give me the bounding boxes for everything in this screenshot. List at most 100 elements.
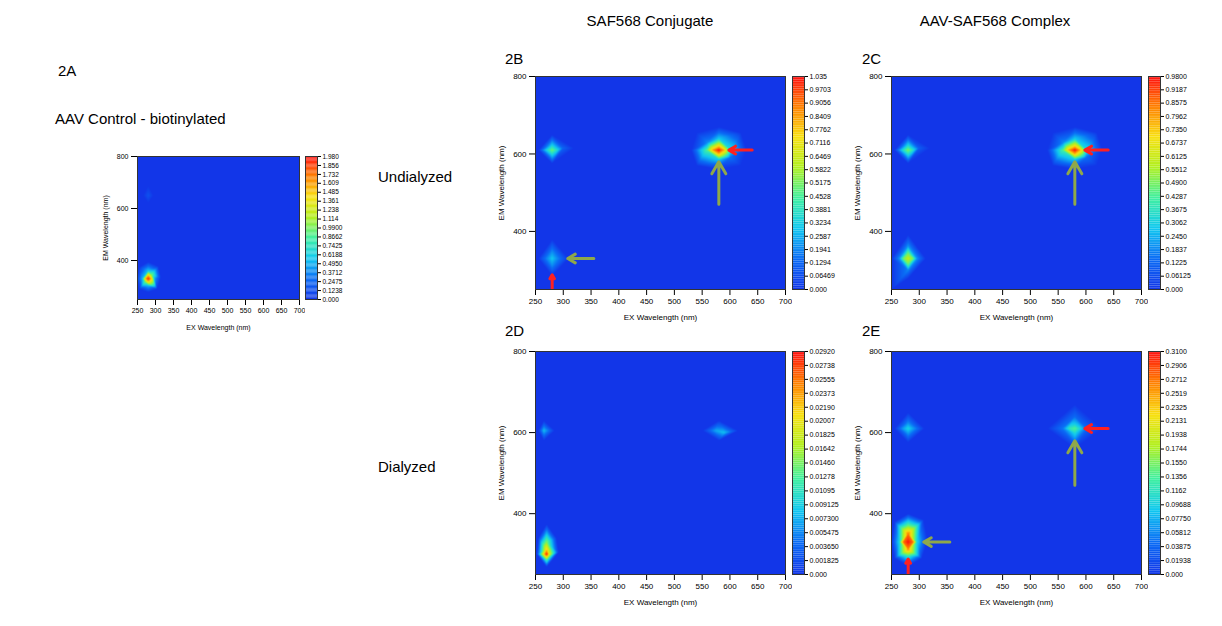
svg-text:0.2325: 0.2325 <box>1166 403 1188 410</box>
svg-text:0.2712: 0.2712 <box>1166 376 1188 383</box>
svg-text:0.06469: 0.06469 <box>810 272 835 279</box>
svg-text:EX Wavelength (nm): EX Wavelength (nm) <box>624 313 698 322</box>
svg-text:450: 450 <box>204 307 216 314</box>
svg-text:400: 400 <box>513 509 527 518</box>
svg-text:0.02190: 0.02190 <box>810 403 835 410</box>
svg-text:350: 350 <box>168 307 180 314</box>
svg-text:0.1550: 0.1550 <box>1166 459 1188 466</box>
svg-text:0.01278: 0.01278 <box>810 473 835 480</box>
svg-text:0.02373: 0.02373 <box>810 390 835 397</box>
svg-text:400: 400 <box>869 227 883 236</box>
svg-text:0.7425: 0.7425 <box>323 242 343 249</box>
svg-text:0.01938: 0.01938 <box>1166 557 1191 564</box>
svg-text:800: 800 <box>513 347 527 356</box>
svg-text:500: 500 <box>668 297 682 306</box>
svg-text:0.01095: 0.01095 <box>810 487 835 494</box>
svg-text:300: 300 <box>150 307 162 314</box>
svg-text:0.6188: 0.6188 <box>323 251 343 258</box>
svg-text:EM Wavelength (nm): EM Wavelength (nm) <box>853 145 862 220</box>
svg-text:800: 800 <box>513 72 527 81</box>
svg-text:650: 650 <box>751 297 765 306</box>
svg-text:250: 250 <box>529 297 543 306</box>
svg-text:0.05812: 0.05812 <box>1166 529 1191 536</box>
svg-text:450: 450 <box>996 297 1010 306</box>
svg-text:0.01825: 0.01825 <box>810 431 835 438</box>
svg-text:0.5512: 0.5512 <box>1166 166 1188 173</box>
svg-text:0.02738: 0.02738 <box>810 362 835 369</box>
svg-text:0.5822: 0.5822 <box>810 166 832 173</box>
svg-text:EX Wavelength (nm): EX Wavelength (nm) <box>980 598 1054 607</box>
svg-text:0.1294: 0.1294 <box>810 259 832 266</box>
svg-text:0.2906: 0.2906 <box>1166 362 1188 369</box>
svg-text:350: 350 <box>584 582 598 591</box>
svg-text:0.7762: 0.7762 <box>810 126 832 133</box>
svg-text:0.5175: 0.5175 <box>810 179 832 186</box>
svg-text:600: 600 <box>513 150 527 159</box>
svg-text:600: 600 <box>513 428 527 437</box>
svg-text:550: 550 <box>695 582 709 591</box>
svg-text:EM Wavelength (nm): EM Wavelength (nm) <box>497 425 506 500</box>
svg-text:0.06125: 0.06125 <box>1166 272 1191 279</box>
svg-text:550: 550 <box>695 297 709 306</box>
svg-text:0.001825: 0.001825 <box>810 557 839 564</box>
svg-text:1.035: 1.035 <box>810 73 828 80</box>
svg-text:0.000: 0.000 <box>810 571 828 578</box>
svg-text:600: 600 <box>869 150 883 159</box>
svg-text:EX Wavelength (nm): EX Wavelength (nm) <box>980 313 1054 322</box>
svg-text:0.4528: 0.4528 <box>810 193 832 200</box>
svg-text:450: 450 <box>640 297 654 306</box>
svg-text:0.1162: 0.1162 <box>1166 487 1187 494</box>
svg-text:600: 600 <box>258 307 270 314</box>
svg-text:1.609: 1.609 <box>323 179 340 186</box>
svg-text:1.238: 1.238 <box>323 206 340 213</box>
svg-text:0.2131: 0.2131 <box>1166 417 1188 424</box>
svg-text:0.3062: 0.3062 <box>1166 219 1188 226</box>
svg-text:0.6125: 0.6125 <box>1166 153 1188 160</box>
svg-text:0.9703: 0.9703 <box>810 86 832 93</box>
svg-text:1.856: 1.856 <box>323 162 340 169</box>
svg-text:0.2475: 0.2475 <box>323 278 343 285</box>
svg-text:800: 800 <box>869 72 883 81</box>
svg-text:0.1938: 0.1938 <box>1166 431 1188 438</box>
svg-text:0.07750: 0.07750 <box>1166 515 1191 522</box>
svg-text:0.03875: 0.03875 <box>1166 543 1191 550</box>
svg-text:EX Wavelength (nm): EX Wavelength (nm) <box>186 324 250 332</box>
svg-text:600: 600 <box>1079 297 1093 306</box>
svg-text:400: 400 <box>513 227 527 236</box>
svg-text:1.485: 1.485 <box>323 188 340 195</box>
svg-text:0.7350: 0.7350 <box>1166 126 1188 133</box>
svg-text:1.361: 1.361 <box>323 197 340 204</box>
svg-text:0.02920: 0.02920 <box>810 348 835 355</box>
svg-text:0.02007: 0.02007 <box>810 417 835 424</box>
svg-text:0.003650: 0.003650 <box>810 543 839 550</box>
svg-text:450: 450 <box>640 582 654 591</box>
svg-text:0.3675: 0.3675 <box>1166 206 1188 213</box>
svg-text:550: 550 <box>1051 297 1065 306</box>
svg-text:300: 300 <box>557 297 571 306</box>
svg-text:0.1225: 0.1225 <box>1166 259 1188 266</box>
svg-text:0.007300: 0.007300 <box>810 515 839 522</box>
svg-text:0.1238: 0.1238 <box>323 287 343 294</box>
svg-text:550: 550 <box>1051 582 1065 591</box>
svg-text:EM Wavelength (nm): EM Wavelength (nm) <box>853 425 862 500</box>
svg-text:0.3100: 0.3100 <box>1166 348 1188 355</box>
svg-text:0.7962: 0.7962 <box>1166 113 1188 120</box>
svg-text:1.114: 1.114 <box>323 215 339 222</box>
svg-text:400: 400 <box>117 257 129 264</box>
svg-text:0.000: 0.000 <box>1166 286 1184 293</box>
svg-text:300: 300 <box>557 582 571 591</box>
svg-text:EM Wavelength (nm): EM Wavelength (nm) <box>102 195 110 260</box>
svg-text:250: 250 <box>529 582 543 591</box>
svg-text:600: 600 <box>1079 582 1093 591</box>
svg-text:0.4287: 0.4287 <box>1166 193 1188 200</box>
svg-text:1.732: 1.732 <box>323 170 340 177</box>
svg-text:0.000: 0.000 <box>323 296 340 303</box>
svg-text:0.01642: 0.01642 <box>810 445 835 452</box>
svg-text:400: 400 <box>186 307 198 314</box>
svg-text:0.2519: 0.2519 <box>1166 390 1188 397</box>
svg-text:600: 600 <box>117 205 129 212</box>
svg-text:0.8662: 0.8662 <box>323 233 343 240</box>
svg-text:450: 450 <box>996 582 1010 591</box>
svg-text:0.9056: 0.9056 <box>810 99 832 106</box>
svg-text:700: 700 <box>1135 582 1149 591</box>
